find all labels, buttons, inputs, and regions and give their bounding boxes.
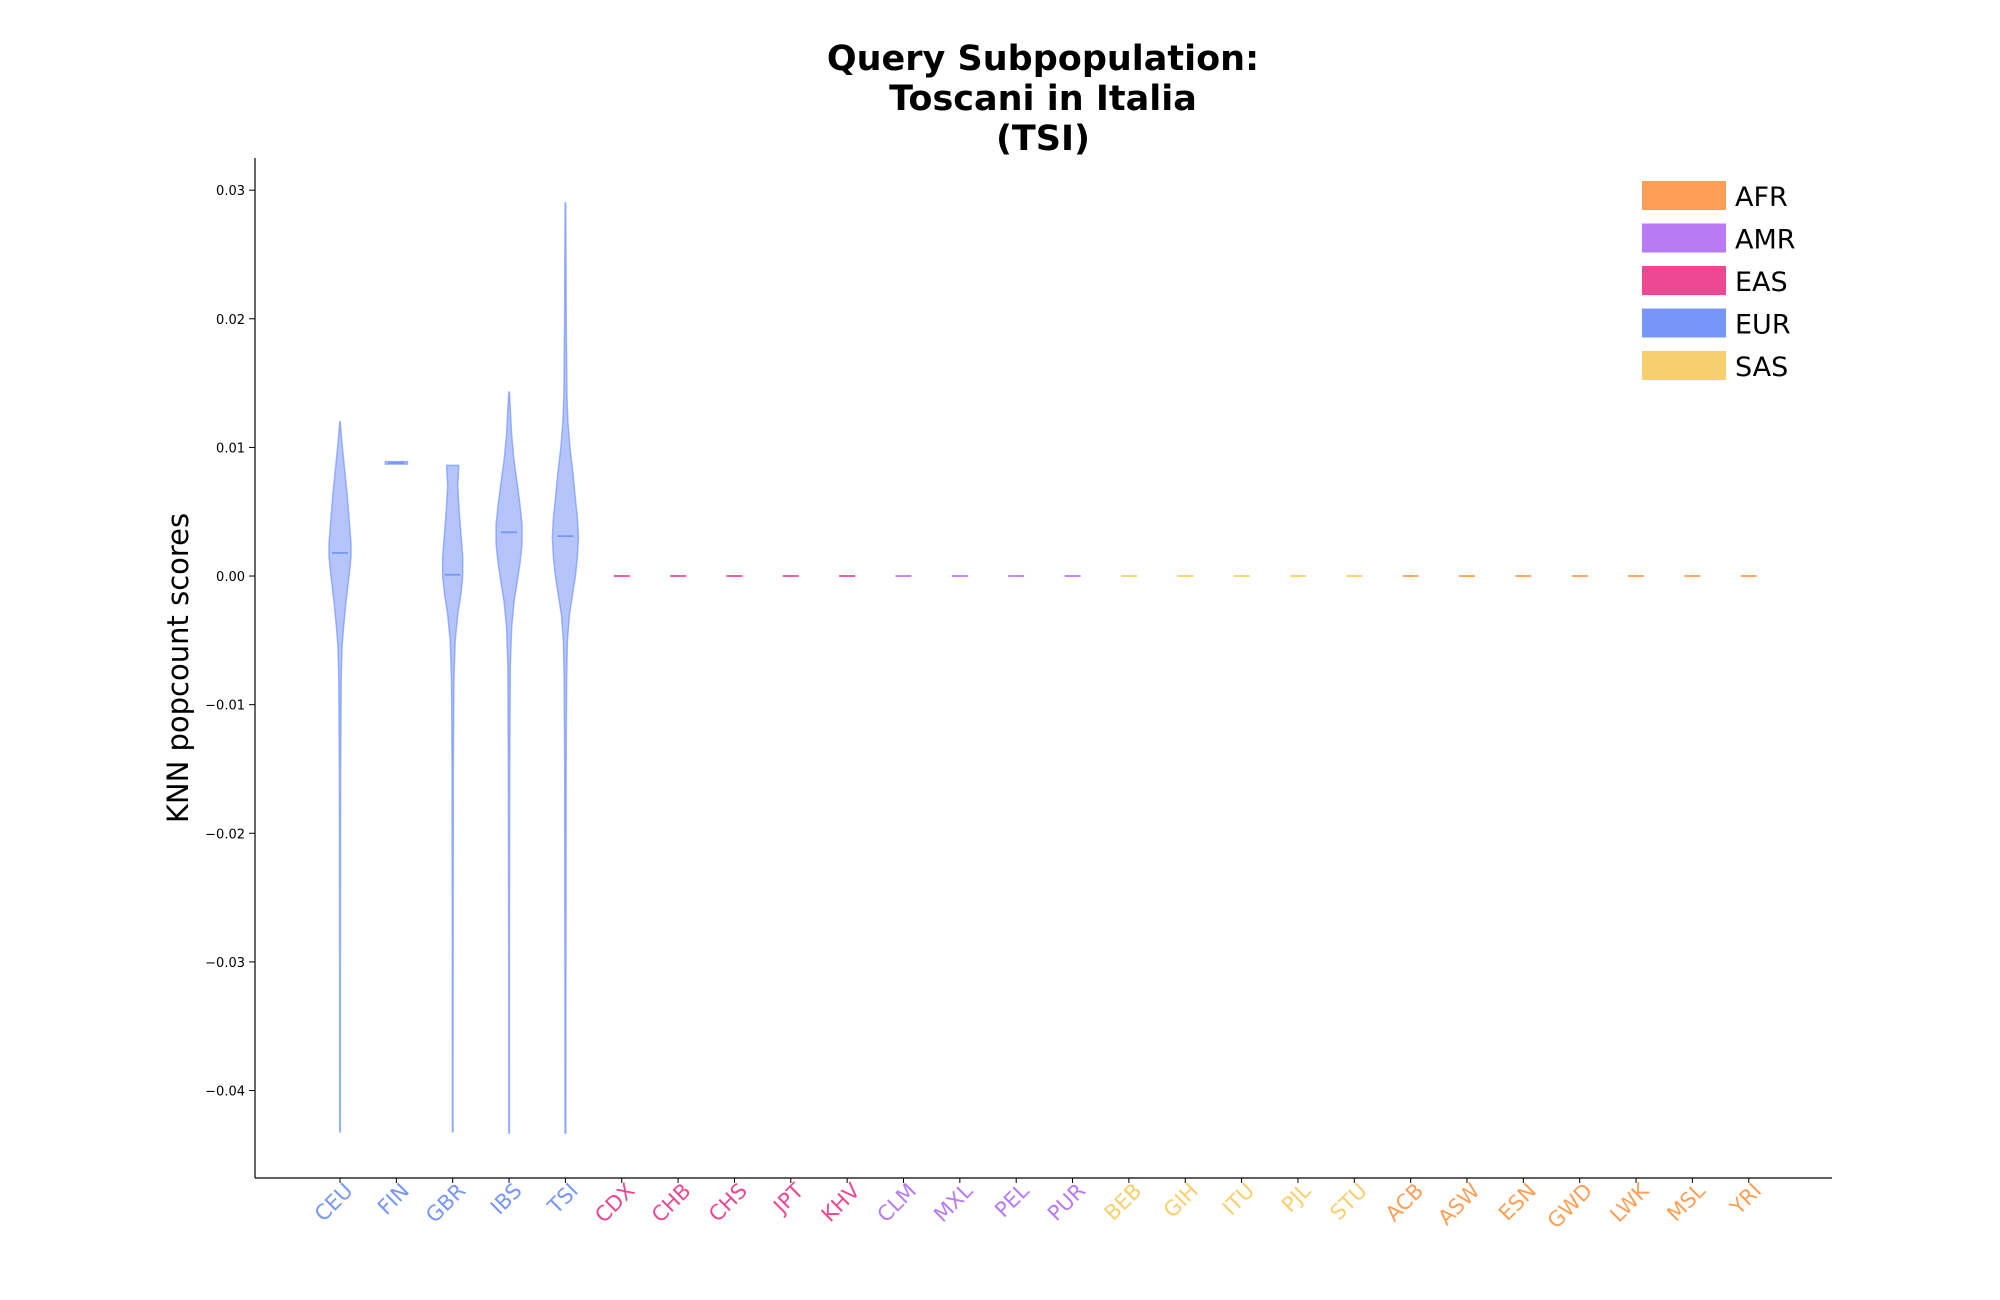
x-tick-label: GIH xyxy=(1159,1179,1203,1223)
y-tick-label: 0.03 xyxy=(216,184,245,199)
y-tick-label: −0.04 xyxy=(205,1085,245,1100)
y-tick-label: −0.01 xyxy=(205,699,245,714)
y-tick-label: 0.02 xyxy=(216,313,245,328)
legend-swatch-sas xyxy=(1642,351,1726,380)
x-tick-label: YRI xyxy=(1725,1179,1766,1220)
x-tick-label: LWK xyxy=(1605,1178,1654,1227)
x-tick-label: ESN xyxy=(1494,1179,1541,1226)
x-tick-label: ASW xyxy=(1433,1178,1484,1229)
x-tick-label: IBS xyxy=(486,1179,527,1220)
violins xyxy=(328,202,1757,1134)
chart-title-line: (TSI) xyxy=(996,119,1090,159)
legend-label-afr: AFR xyxy=(1735,182,1788,213)
x-tick-label: GWD xyxy=(1543,1179,1598,1234)
x-tick-label: CEU xyxy=(310,1179,358,1227)
chart-title-line: Query Subpopulation: xyxy=(827,39,1259,79)
x-tick-label: GBR xyxy=(421,1179,470,1228)
violin-gbr xyxy=(441,464,464,1133)
legend-swatch-afr xyxy=(1642,181,1726,210)
y-tick-label: 0.01 xyxy=(216,441,245,456)
x-tick-label: TSI xyxy=(542,1179,583,1220)
legend-label-eur: EUR xyxy=(1735,310,1791,341)
y-tick-label: 0.00 xyxy=(216,570,245,585)
y-tick-label: −0.02 xyxy=(205,827,245,842)
axes xyxy=(254,158,1832,1179)
violin-tsi xyxy=(551,202,580,1134)
y-axis-title: KNN popcount scores xyxy=(161,513,195,823)
x-tick-label: CHB xyxy=(647,1179,696,1228)
x-tick-label: CLM xyxy=(873,1179,921,1227)
y-axis-label: KNN popcount scores xyxy=(161,513,195,823)
violin-body xyxy=(328,420,352,1133)
x-tick-label: ACB xyxy=(1381,1179,1428,1226)
x-tick-label: STU xyxy=(1325,1179,1371,1225)
legend-swatch-eur xyxy=(1642,308,1726,338)
x-tick-label: KHV xyxy=(817,1178,865,1226)
x-tick-label: PUR xyxy=(1043,1179,1090,1226)
y-ticks: 0.03 0.02 0.01 0.00 −0.01 −0.02 −0.03 −0.04 xyxy=(205,184,255,1100)
legend-label-eas: EAS xyxy=(1735,267,1788,298)
legend-label-sas: SAS xyxy=(1735,352,1788,383)
y-tick-label: −0.03 xyxy=(205,956,245,971)
x-tick-label: MSL xyxy=(1662,1178,1710,1226)
violin-body xyxy=(441,464,464,1133)
x-tick-label: CDX xyxy=(590,1179,639,1228)
chart-title: Query Subpopulation:Toscani in Italia(TS… xyxy=(827,39,1259,159)
x-tick-label: CHS xyxy=(704,1179,752,1227)
x-ticks: CEU FIN GBR IBS TSI CDX CHB CHS JPT KHV CLM MXL PEL P… xyxy=(310,1178,1766,1233)
x-tick-label: ITU xyxy=(1218,1179,1259,1220)
violin-body xyxy=(495,391,523,1134)
legend-label-amr: AMR xyxy=(1735,225,1796,256)
x-tick-label: MXL xyxy=(929,1178,977,1226)
x-tick-label: BEB xyxy=(1100,1179,1147,1226)
violin-ceu xyxy=(328,420,352,1133)
x-tick-label: FIN xyxy=(373,1179,414,1220)
x-tick-label: JPT xyxy=(768,1178,809,1219)
chart-title-line: Toscani in Italia xyxy=(889,79,1197,119)
legend: AFR AMR EAS EUR SAS xyxy=(1642,181,1796,383)
legend-swatch-eas xyxy=(1642,266,1726,295)
violin-fin xyxy=(384,460,409,465)
legend-swatch-amr xyxy=(1642,223,1726,253)
x-tick-label: PJL xyxy=(1277,1178,1316,1217)
violin-ibs xyxy=(495,391,523,1134)
x-tick-label: PEL xyxy=(990,1178,1034,1222)
violin-body xyxy=(551,202,580,1134)
